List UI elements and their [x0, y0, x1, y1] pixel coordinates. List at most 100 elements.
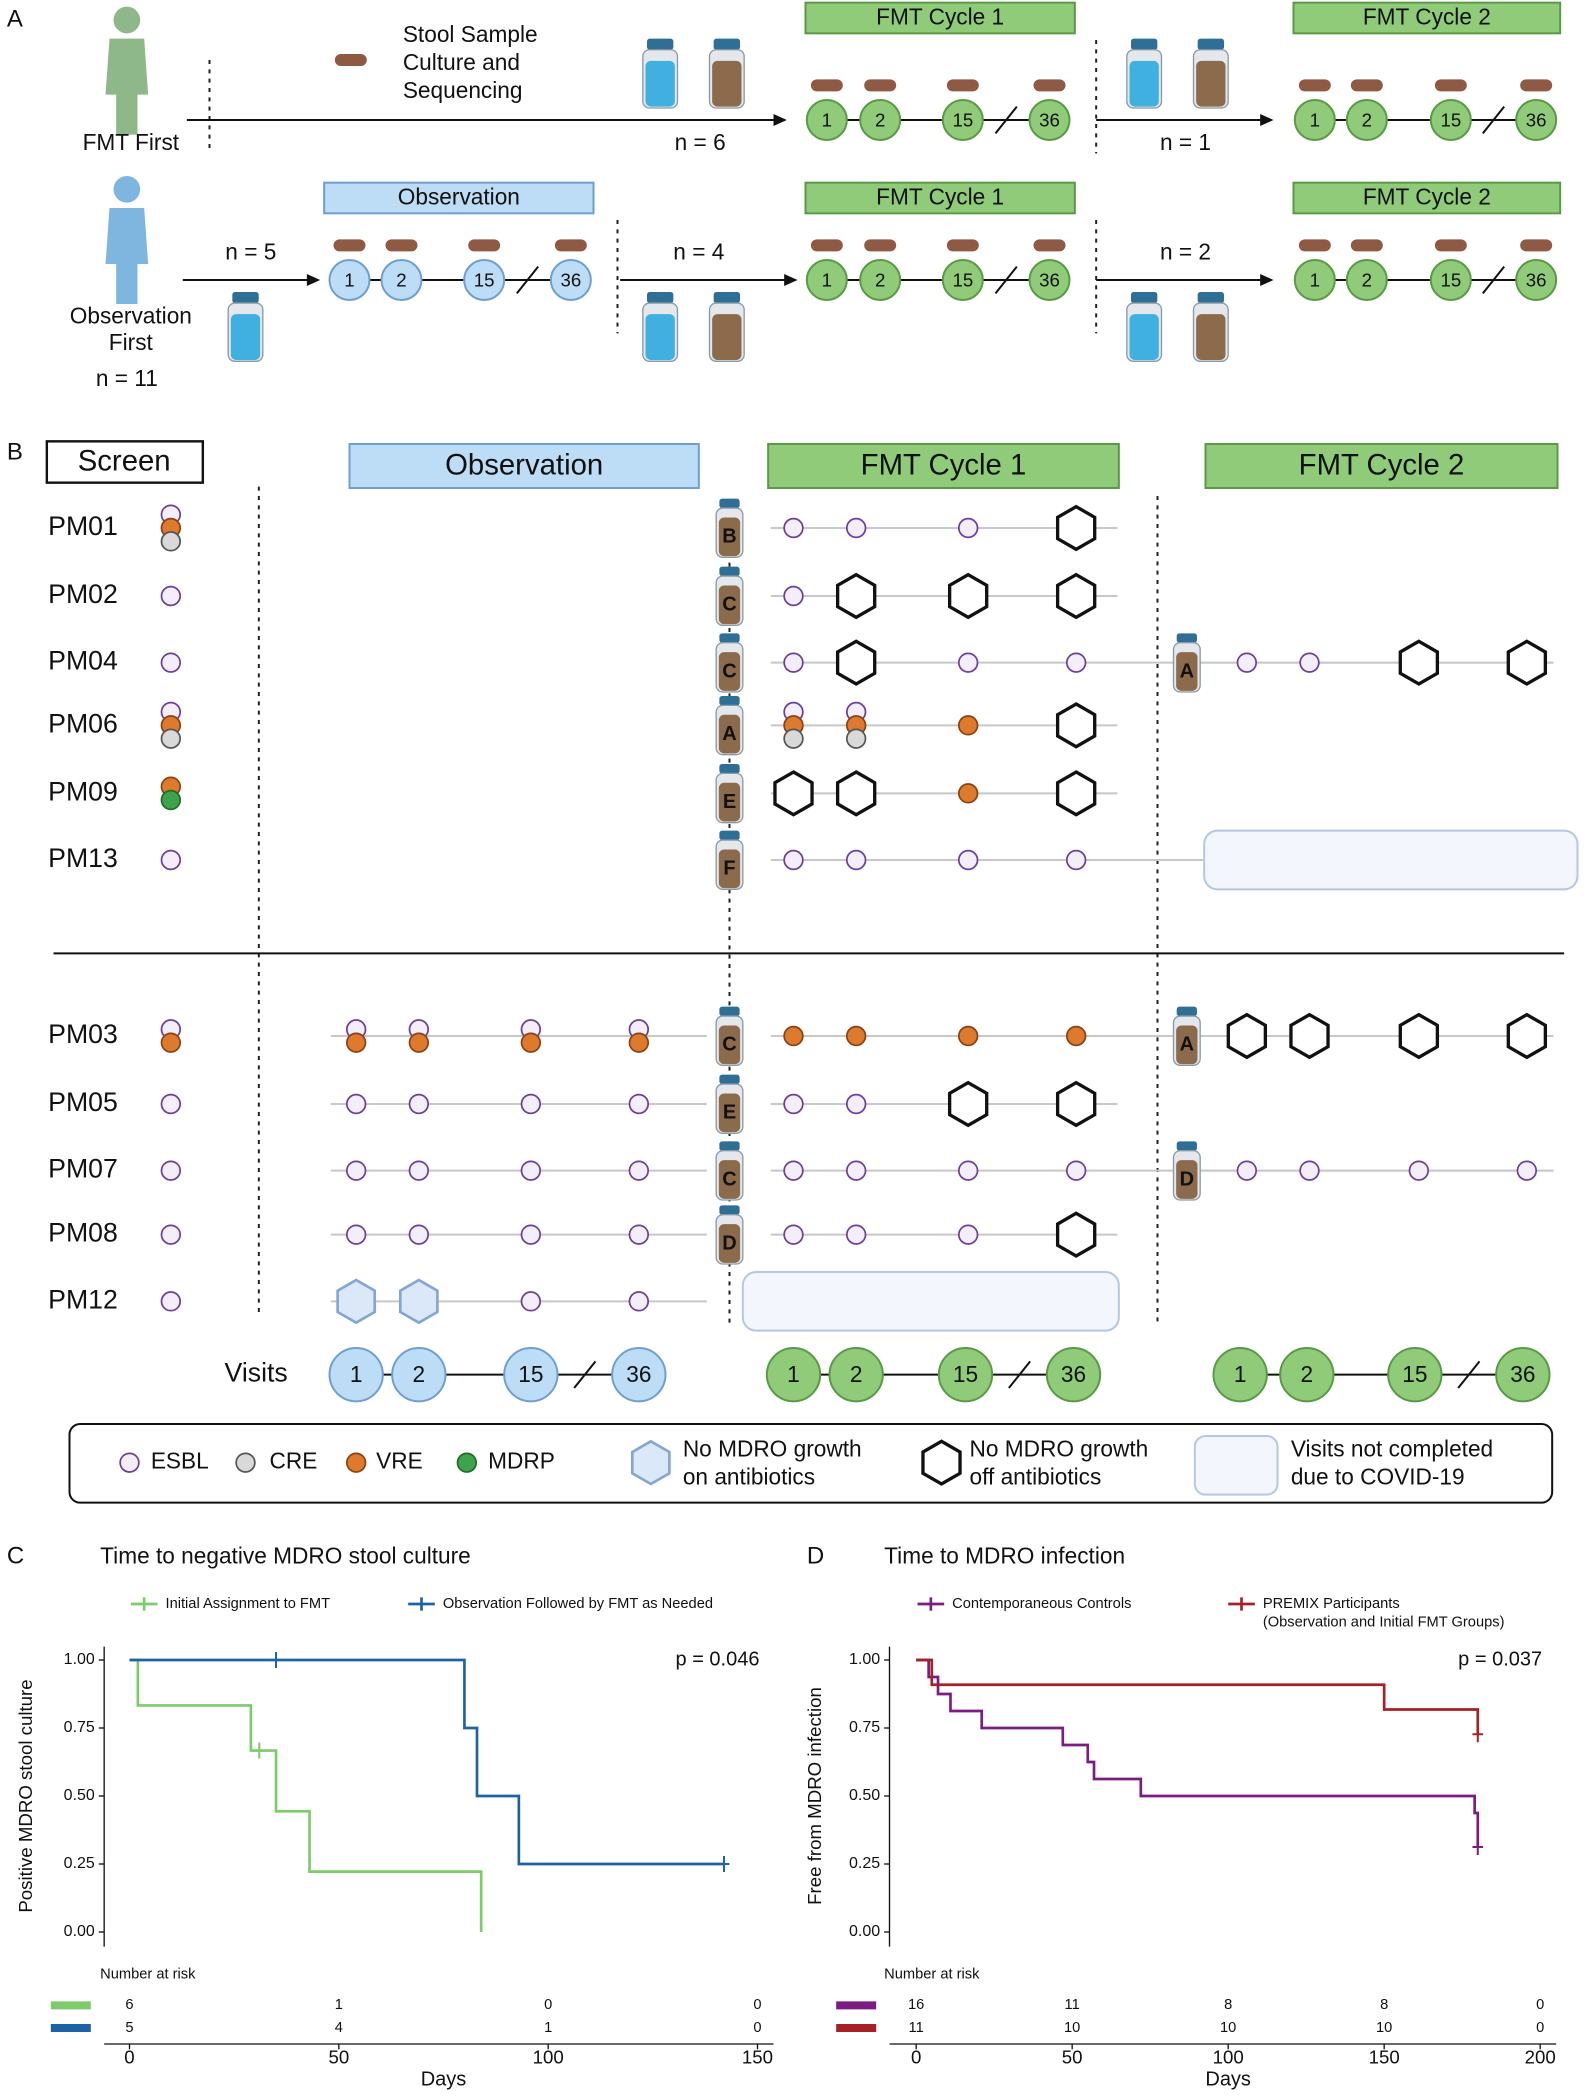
- label: FMT Cycle 2: [1363, 184, 1491, 210]
- marker: [628, 1291, 650, 1312]
- label: 36: [1526, 109, 1547, 130]
- bottle-icon: [719, 696, 740, 706]
- label: 2: [1362, 269, 1372, 290]
- marker: [408, 1224, 430, 1245]
- label: First: [109, 329, 154, 355]
- marker: [835, 639, 877, 686]
- label: 1: [335, 1997, 343, 2013]
- label: FMT Cycle 2: [1363, 4, 1491, 30]
- label: Days: [421, 2068, 467, 2090]
- visit-circle: [1345, 259, 1388, 301]
- survival-curve: [129, 1658, 483, 1932]
- marker: [783, 1160, 804, 1181]
- sample-pill: [1520, 239, 1553, 252]
- label: A: [1180, 1034, 1194, 1056]
- person-icon: [113, 176, 141, 203]
- visit-break: [1482, 106, 1505, 134]
- sample-pill: [1350, 239, 1383, 252]
- marker: [1398, 639, 1440, 686]
- visit-circle: [611, 1346, 667, 1403]
- label: 10: [1376, 2020, 1392, 2036]
- label: PM02: [48, 579, 118, 609]
- sample-pill: [1350, 79, 1383, 92]
- marker: [783, 517, 804, 539]
- bottle-icon: [1176, 1006, 1197, 1017]
- label: 36: [1510, 1361, 1535, 1387]
- sample-pill: [864, 239, 897, 252]
- marker: [345, 1160, 367, 1181]
- label: PM04: [48, 646, 118, 676]
- visit-circle: [805, 259, 848, 301]
- legend-marker: [235, 1452, 256, 1473]
- marker: [1065, 1025, 1087, 1047]
- bottle-icon: [718, 517, 741, 557]
- marker: [1289, 1012, 1330, 1060]
- label: No MDRO growth: [683, 1436, 862, 1462]
- marker: [160, 1032, 182, 1053]
- bottle-icon: [718, 1025, 741, 1065]
- label: 50: [328, 2047, 349, 2068]
- marker: [398, 1278, 439, 1325]
- bottle-icon: [1176, 1025, 1198, 1065]
- label: Positive MDRO stool culture: [15, 1679, 36, 1912]
- label: Free from MDRO infection: [804, 1687, 825, 1905]
- label: 0.25: [849, 1855, 880, 1872]
- visit-circle: [859, 99, 902, 141]
- label: D: [1180, 1168, 1194, 1190]
- label: n = 11: [96, 365, 158, 391]
- legend-marker: [345, 1452, 367, 1473]
- phase-box: [323, 181, 595, 215]
- label: A: [1180, 660, 1194, 682]
- label: 36: [1039, 109, 1060, 130]
- marker: [160, 1291, 182, 1312]
- bottle-icon: [230, 314, 261, 360]
- marker: [783, 728, 804, 749]
- label: p = 0.037: [1458, 1648, 1542, 1670]
- bottle-icon: [718, 714, 741, 754]
- label: PM06: [48, 708, 118, 738]
- marker: [1065, 849, 1087, 871]
- visit-break: [516, 266, 539, 294]
- marker: [408, 1032, 430, 1053]
- label: Observation: [445, 448, 603, 481]
- marker: [160, 1224, 182, 1245]
- legend-box: [68, 1423, 1554, 1504]
- censor-mark: [253, 1742, 265, 1759]
- label: 1.00: [64, 1651, 95, 1668]
- label: Observation Followed by FMT as Needed: [443, 1596, 713, 1612]
- label: C: [722, 1034, 736, 1056]
- bottle-icon: [1196, 60, 1226, 107]
- marker: [947, 572, 989, 620]
- marker: [1055, 504, 1097, 552]
- sample-pill: [1033, 239, 1066, 252]
- marker: [845, 1093, 867, 1115]
- sample-pill: [385, 239, 418, 252]
- sample-pill: [554, 239, 587, 252]
- label: 150: [1369, 2047, 1400, 2068]
- label: B: [722, 526, 736, 548]
- covid-box: [1203, 829, 1579, 891]
- marker: [160, 789, 182, 811]
- label: Number at risk: [884, 1967, 980, 1983]
- marker: [630, 1439, 671, 1486]
- label: PM08: [48, 1218, 118, 1248]
- marker: [160, 531, 182, 552]
- marker: [845, 517, 867, 539]
- bottle-icon: [1129, 314, 1159, 360]
- arrow-head: [784, 274, 798, 286]
- sample-pill: [333, 239, 366, 252]
- visit-break: [1482, 266, 1505, 294]
- person-icon: [105, 38, 149, 135]
- visit-circle: [805, 99, 848, 141]
- label: Screen: [78, 444, 171, 477]
- marker: [773, 770, 814, 817]
- bottle-icon: [1176, 1141, 1197, 1151]
- bottle-icon: [1196, 314, 1226, 360]
- bottle-icon: [645, 60, 675, 107]
- censor-mark: [1472, 1726, 1484, 1743]
- label: PM05: [48, 1087, 118, 1117]
- sample-pill: [810, 239, 843, 252]
- marker: [520, 1224, 542, 1245]
- label: n = 6: [675, 129, 726, 155]
- label: 36: [1526, 269, 1547, 290]
